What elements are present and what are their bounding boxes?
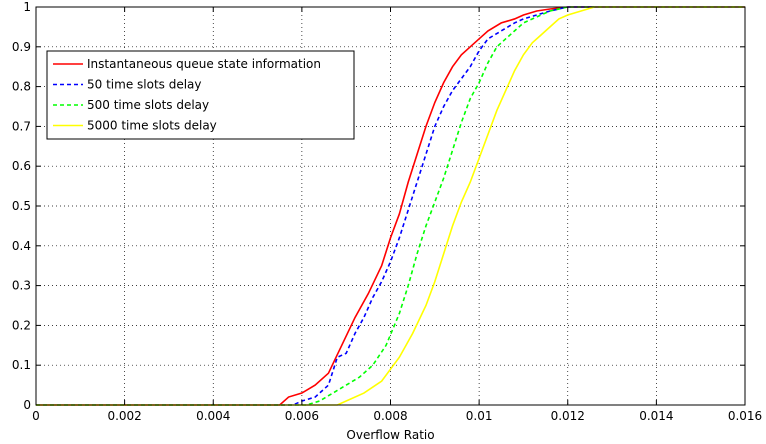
y-tick-label: 0.3: [12, 279, 31, 293]
x-tick-label: 0.01: [466, 409, 493, 423]
x-tick-label: 0.008: [373, 409, 407, 423]
axes: 0 0.002 0.004 0.006 0.008 0.01 0.012 0.014 0.016…: [12, 0, 762, 423]
x-tick-label: 0.002: [107, 409, 141, 423]
x-tick-label: 0.014: [639, 409, 673, 423]
legend-label-3: 500 time slots delay: [87, 98, 209, 112]
legend-label-2: 50 time slots delay: [87, 78, 202, 92]
series-lines: [36, 6, 745, 406]
y-tick-label: 0.1: [12, 358, 31, 372]
y-tick-label: 0.2: [12, 318, 31, 332]
y-tick-label: 0.5: [12, 199, 31, 213]
legend-label-1: Instantaneous queue state information: [87, 57, 321, 71]
y-tick-label: 1: [23, 0, 31, 14]
y-tick-label: 0.7: [12, 119, 31, 133]
x-tick-label: 0.012: [551, 409, 585, 423]
x-tick-label: 0: [32, 409, 40, 423]
x-tick-label: 0.004: [196, 409, 230, 423]
legend: Instantaneous queue state information 50 …: [46, 50, 355, 140]
x-tick-label: 0.016: [728, 409, 762, 423]
x-tick-label: 0.006: [285, 409, 319, 423]
y-tick-label: 0.8: [12, 80, 31, 94]
y-tick-label: 0: [23, 398, 31, 412]
y-tick-label: 0.4: [12, 239, 31, 253]
y-tick-label: 0.9: [12, 40, 31, 54]
series-line-1: [36, 6, 745, 406]
series-line-4: [36, 6, 745, 406]
series-line-3: [36, 6, 745, 406]
legend-box: [46, 50, 355, 140]
y-tick-label: 0.6: [12, 159, 31, 173]
x-axis-label: Overflow Ratio: [346, 428, 434, 442]
legend-label-4: 5000 time slots delay: [87, 119, 217, 133]
